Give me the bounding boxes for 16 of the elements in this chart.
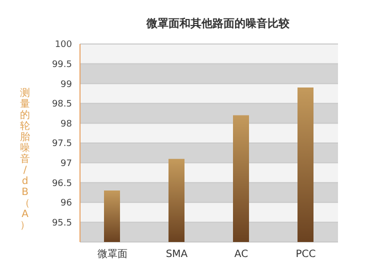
x-tick-label: AC (234, 249, 248, 260)
x-tick-label: SMA (166, 249, 188, 260)
y-tick-label: 96 (60, 198, 72, 209)
y-tick-label: 96.5 (52, 178, 72, 189)
y-tick-label: 99.5 (52, 60, 72, 70)
y-tick-label: 98 (60, 119, 72, 130)
y-tick-label: 95.5 (52, 218, 72, 228)
y-tick-label: 100 (54, 40, 72, 50)
y-tick-label: 97.5 (52, 139, 72, 150)
y-tick-label: 99 (60, 80, 72, 90)
x-tick-label: PCC (296, 249, 316, 260)
chart-title: 微罩面和其他路面的噪音比较 (145, 16, 290, 31)
y-tick-label: 97 (60, 158, 72, 169)
y-tick-label: 98.5 (52, 100, 72, 110)
text: 测量的轮胎噪音/dB（A） (20, 88, 30, 231)
x-tick-label: 微罩面 (97, 248, 128, 260)
